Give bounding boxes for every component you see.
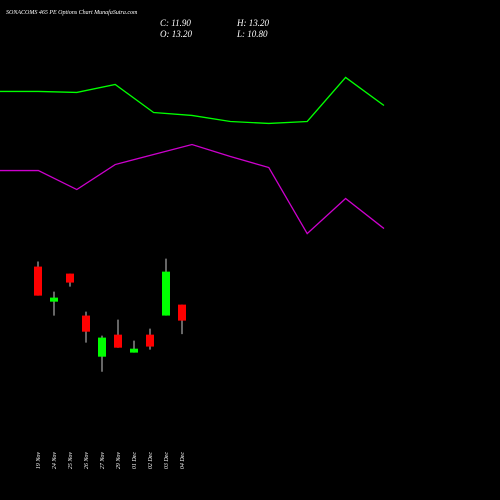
candle-body: [34, 266, 42, 296]
close-label: C: 11.90: [160, 18, 191, 28]
x-tick-label: 29 Nov: [116, 452, 122, 470]
x-tick-label: 19 Nov: [36, 452, 42, 470]
x-tick-label: 25 Nov: [68, 452, 74, 470]
candle-body: [178, 304, 186, 321]
open-label: O: 13.20: [160, 29, 192, 39]
candle-body: [50, 297, 58, 302]
x-tick-label: 24 Nov: [51, 452, 58, 470]
x-tick-label: 02 Dec: [148, 452, 154, 469]
indicator-line: [0, 76, 385, 125]
chart-title: SONACOMS 465 PE Options Chart MunafaSutr…: [6, 9, 138, 16]
candle-body: [146, 334, 154, 347]
candle-body: [98, 337, 106, 357]
x-tick-label: 26 Nov: [84, 452, 90, 470]
x-tick-label: 04 Dec: [179, 452, 186, 469]
high-label: H: 13.20: [236, 18, 269, 28]
candle-body: [114, 334, 122, 348]
x-tick-label: 03 Dec: [164, 452, 170, 469]
low-label: L: 10.80: [236, 29, 268, 39]
candle-body: [130, 348, 138, 353]
candle-body: [66, 273, 74, 283]
x-tick-label: 27 Nov: [100, 452, 106, 470]
candle-body: [162, 271, 170, 316]
candle-body: [82, 315, 90, 332]
x-tick-label: 01 Dec: [132, 452, 138, 469]
indicator-line: [0, 143, 385, 235]
